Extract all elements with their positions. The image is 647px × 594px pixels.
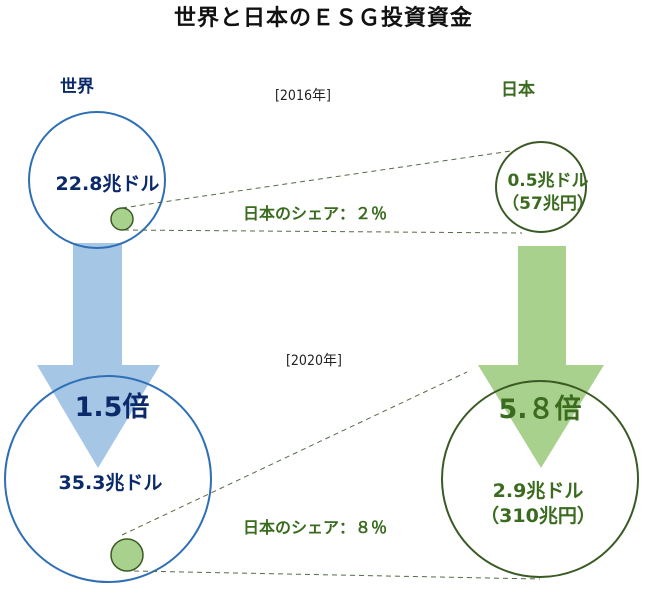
world-2020-circle <box>4 375 212 583</box>
japan-growth-arrow <box>478 246 604 468</box>
japan-amount-2020-jpy: （310兆円） <box>480 505 596 527</box>
year-label-2016: [2016年] <box>275 88 331 104</box>
world-multiplier: 1.5倍 <box>74 392 150 423</box>
japan-amount-2016: 0.5兆ドル （57兆円） <box>478 170 618 216</box>
japan-share-2016: 日本のシェア：２％ <box>243 204 388 223</box>
connector-2020-bottom <box>133 570 541 580</box>
japan-share-dot-2016 <box>110 207 134 231</box>
connector-2016-top <box>121 150 512 209</box>
world-amount-2016: 22.8兆ドル <box>55 173 160 195</box>
japan-header: 日本 <box>501 80 535 100</box>
japan-amount-2020: 2.9兆ドル （310兆円） <box>440 479 636 529</box>
japan-multiplier: 5.８倍 <box>498 394 582 425</box>
japan-2016-circle <box>495 141 587 233</box>
year-label-2020: [2020年] <box>286 353 342 369</box>
world-header: 世界 <box>60 77 94 97</box>
world-2016-circle <box>28 111 166 249</box>
japan-amount-2020-usd: 2.9兆ドル <box>492 480 584 502</box>
connector-2016-bottom <box>123 229 523 234</box>
japan-amount-2016-usd: 0.5兆ドル <box>507 171 589 191</box>
world-amount-2020: 35.3兆ドル <box>58 472 163 494</box>
japan-share-2020: 日本のシェア：８％ <box>243 518 388 537</box>
diagram-title: 世界と日本のＥＳＧ投資資金 <box>173 6 473 31</box>
world-growth-arrow <box>37 243 160 468</box>
connector-2020-top <box>121 371 468 536</box>
japan-share-dot-2020 <box>110 538 144 572</box>
japan-2020-circle <box>441 380 639 578</box>
japan-amount-2016-jpy: （57兆円） <box>502 194 594 214</box>
